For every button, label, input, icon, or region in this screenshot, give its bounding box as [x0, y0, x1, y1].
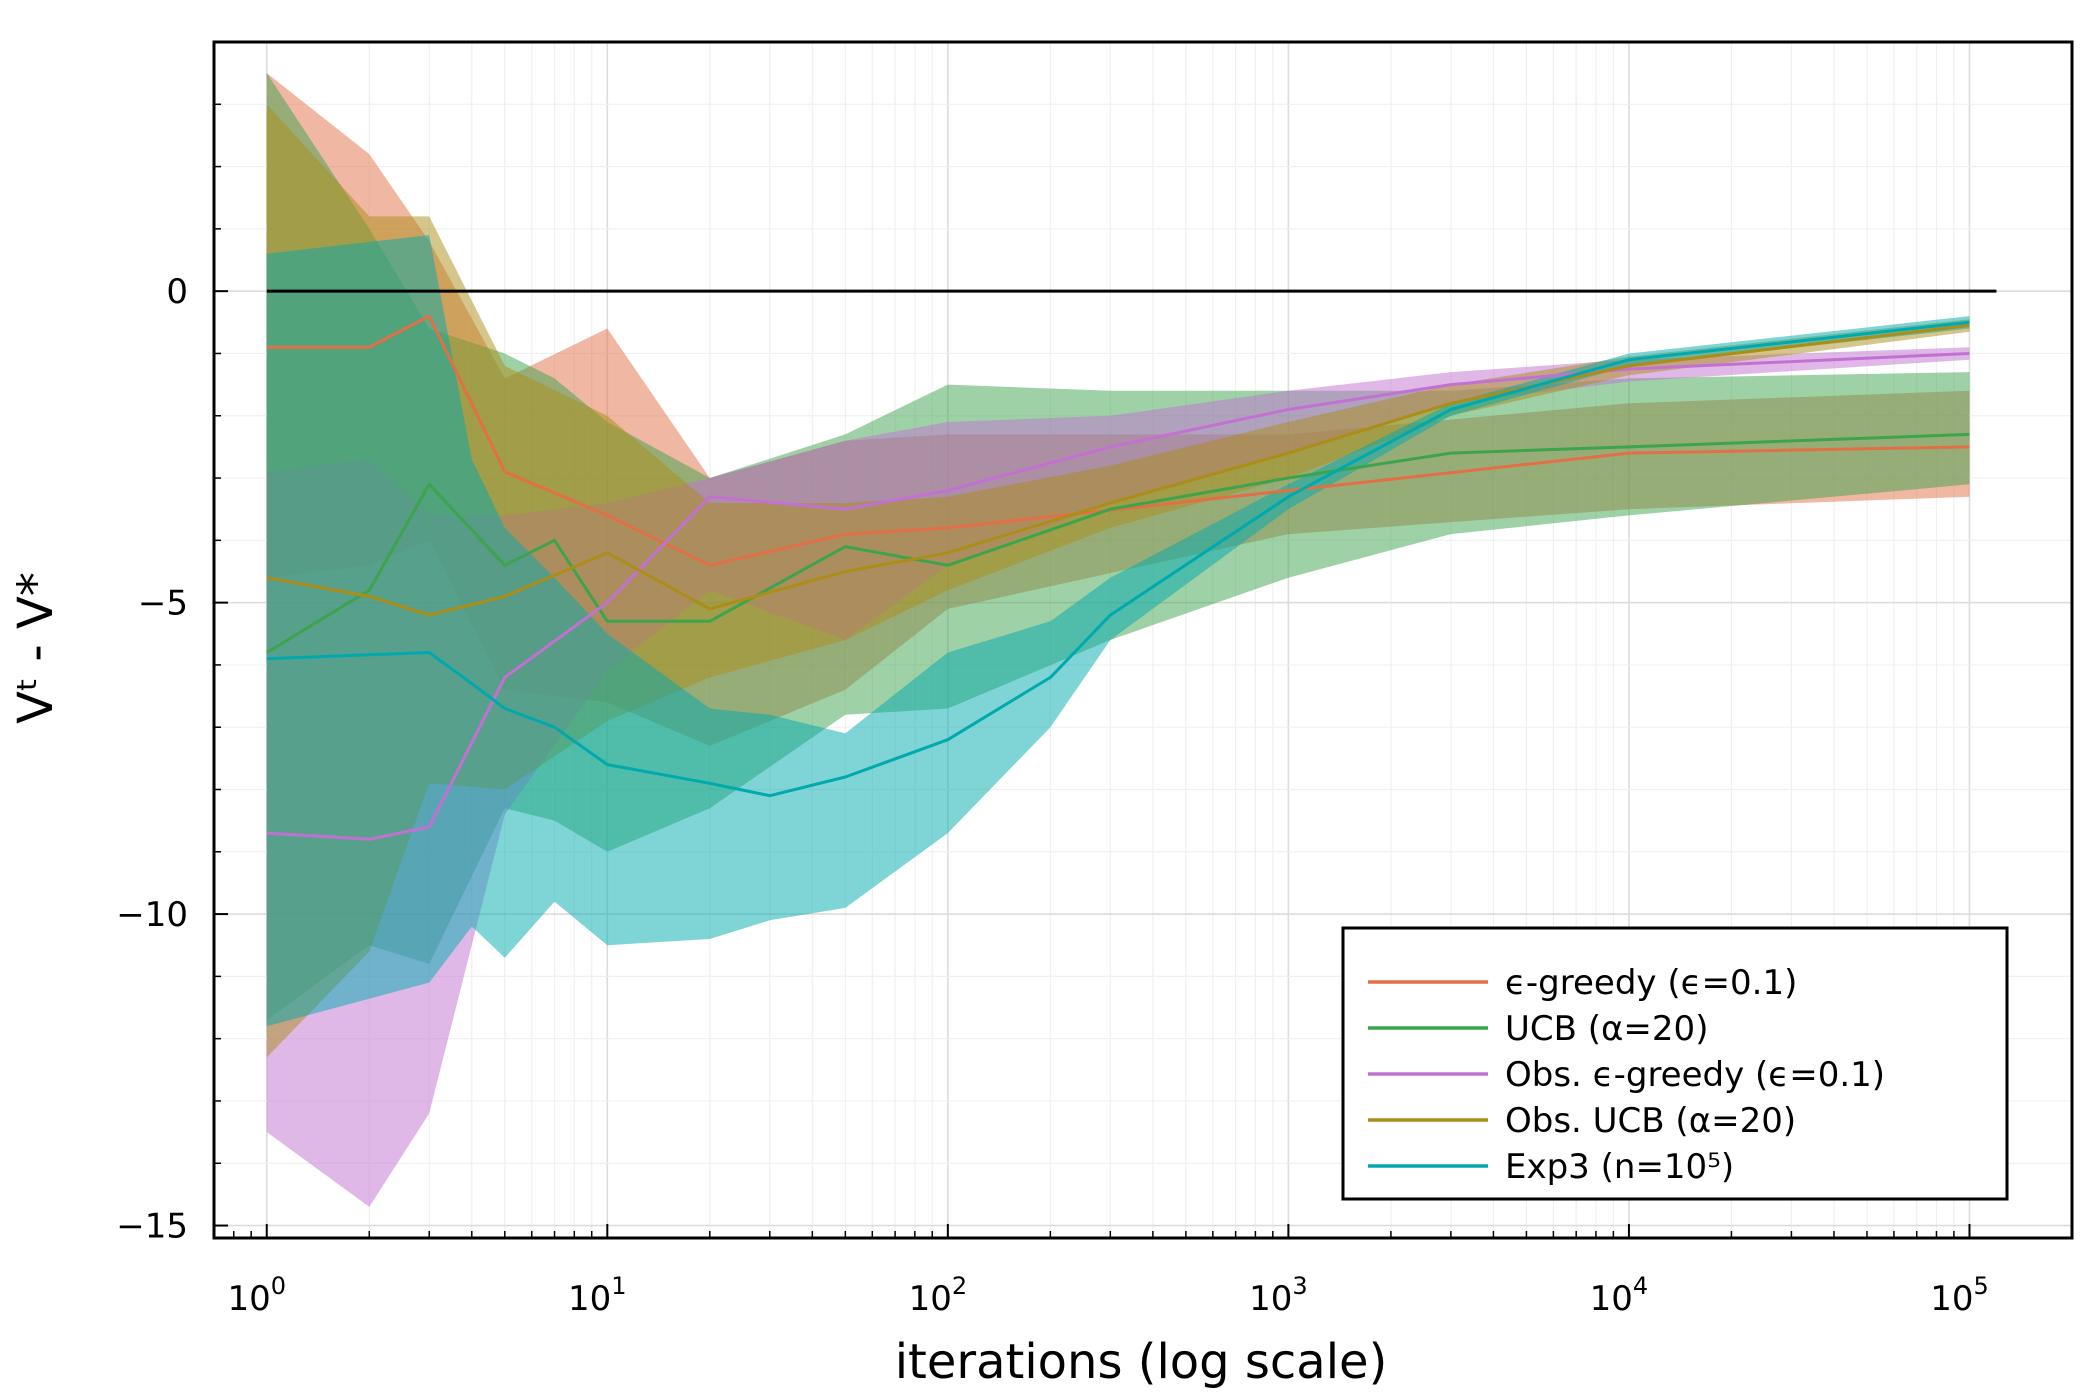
y-tick-label: −10: [116, 895, 188, 935]
line-series-3: [266, 323, 1970, 617]
series-lines: [266, 314, 1970, 841]
y-tick-label: −15: [116, 1207, 188, 1247]
legend-items: ϵ-greedy (ϵ=0.1) UCB (α=20) Obs. ϵ-greedy …: [1368, 963, 1885, 1187]
x-tick-label: 104: [1590, 1272, 1649, 1319]
plot-frame: [212, 40, 2074, 1240]
x-tick-label: 102: [909, 1272, 968, 1319]
legend-label: UCB (α=20): [1505, 1009, 1708, 1049]
legend-label: Obs. UCB (α=20): [1505, 1101, 1796, 1141]
y-tick-label: −5: [138, 584, 188, 624]
line-series-2: [266, 352, 1970, 841]
confidence-bands: [266, 73, 1970, 1207]
x-tick-label: 100: [227, 1272, 286, 1319]
band-series-4: [266, 235, 1970, 1027]
legend-label: Exp3 (n=10⁵): [1505, 1147, 1734, 1187]
y-axis-title: Vᵗ - V*: [8, 572, 64, 724]
legend-label: Obs. ϵ-greedy (ϵ=0.1): [1505, 1055, 1885, 1095]
legend-label: ϵ-greedy (ϵ=0.1): [1505, 963, 1797, 1003]
legend: ϵ-greedy (ϵ=0.1) UCB (α=20) Obs. ϵ-greedy …: [1341, 926, 2009, 1201]
x-axis-title: iterations (log scale): [895, 1334, 1388, 1390]
legend-box: [1341, 926, 2009, 1201]
line-series-0: [266, 314, 1970, 567]
line-series-1: [266, 432, 1970, 654]
x-tick-label: 103: [1249, 1272, 1308, 1319]
x-tick-label: 105: [1930, 1272, 1989, 1319]
y-tick-label: 0: [166, 272, 188, 312]
x-tick-label: 101: [568, 1272, 627, 1319]
axis-ticks: [214, 103, 2073, 1238]
band-series-3: [266, 104, 1970, 1058]
x-tick-labels: 100 101 102 103 104 105: [227, 1272, 1988, 1319]
y-tick-labels: 0 −5 −10 −15: [116, 272, 188, 1246]
line-series-4: [266, 320, 1970, 798]
